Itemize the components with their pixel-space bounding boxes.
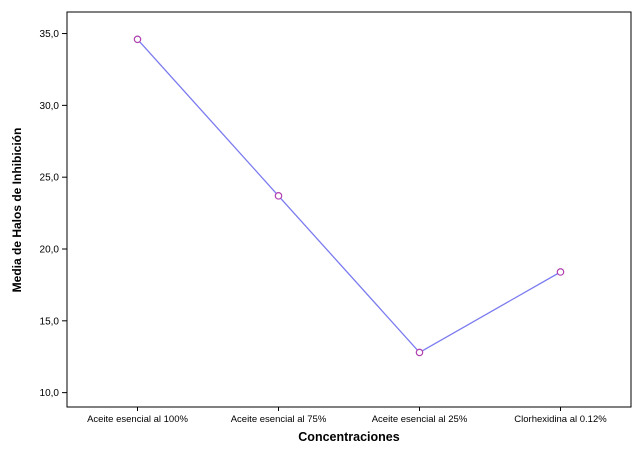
- x-tick-label: Aceite esencial al 75%: [231, 414, 327, 425]
- y-axis-ticks: 10,0 15,0 20,0 25,0 30,0 35,0: [40, 29, 67, 399]
- x-axis-label: Concentraciones: [298, 430, 399, 444]
- data-point-marker: [415, 348, 424, 357]
- y-tick-label: 30,0: [40, 101, 60, 112]
- data-point-marker: [274, 192, 283, 200]
- y-tick-label: 15,0: [40, 316, 60, 327]
- x-axis-ticks: Aceite esencial al 100% Aceite esencial a…: [87, 407, 607, 425]
- data-point-marker: [133, 35, 142, 44]
- x-tick-label: Aceite esencial al 100%: [87, 414, 188, 425]
- x-tick-label: Clorhexidina al 0.12%: [514, 414, 607, 425]
- y-tick-label: 35,0: [40, 29, 60, 40]
- y-tick-label: 25,0: [40, 173, 60, 184]
- y-tick-label: 20,0: [40, 245, 60, 256]
- data-point-marker: [556, 268, 565, 276]
- y-tick-label: 10,0: [40, 388, 60, 399]
- series-line: [137, 38, 561, 354]
- series-group: [133, 35, 565, 357]
- x-tick-label: Aceite esencial al 25%: [372, 414, 468, 425]
- plot-area-frame: [66, 11, 632, 408]
- y-axis-label: Media de Halos de Inhibición: [10, 128, 24, 293]
